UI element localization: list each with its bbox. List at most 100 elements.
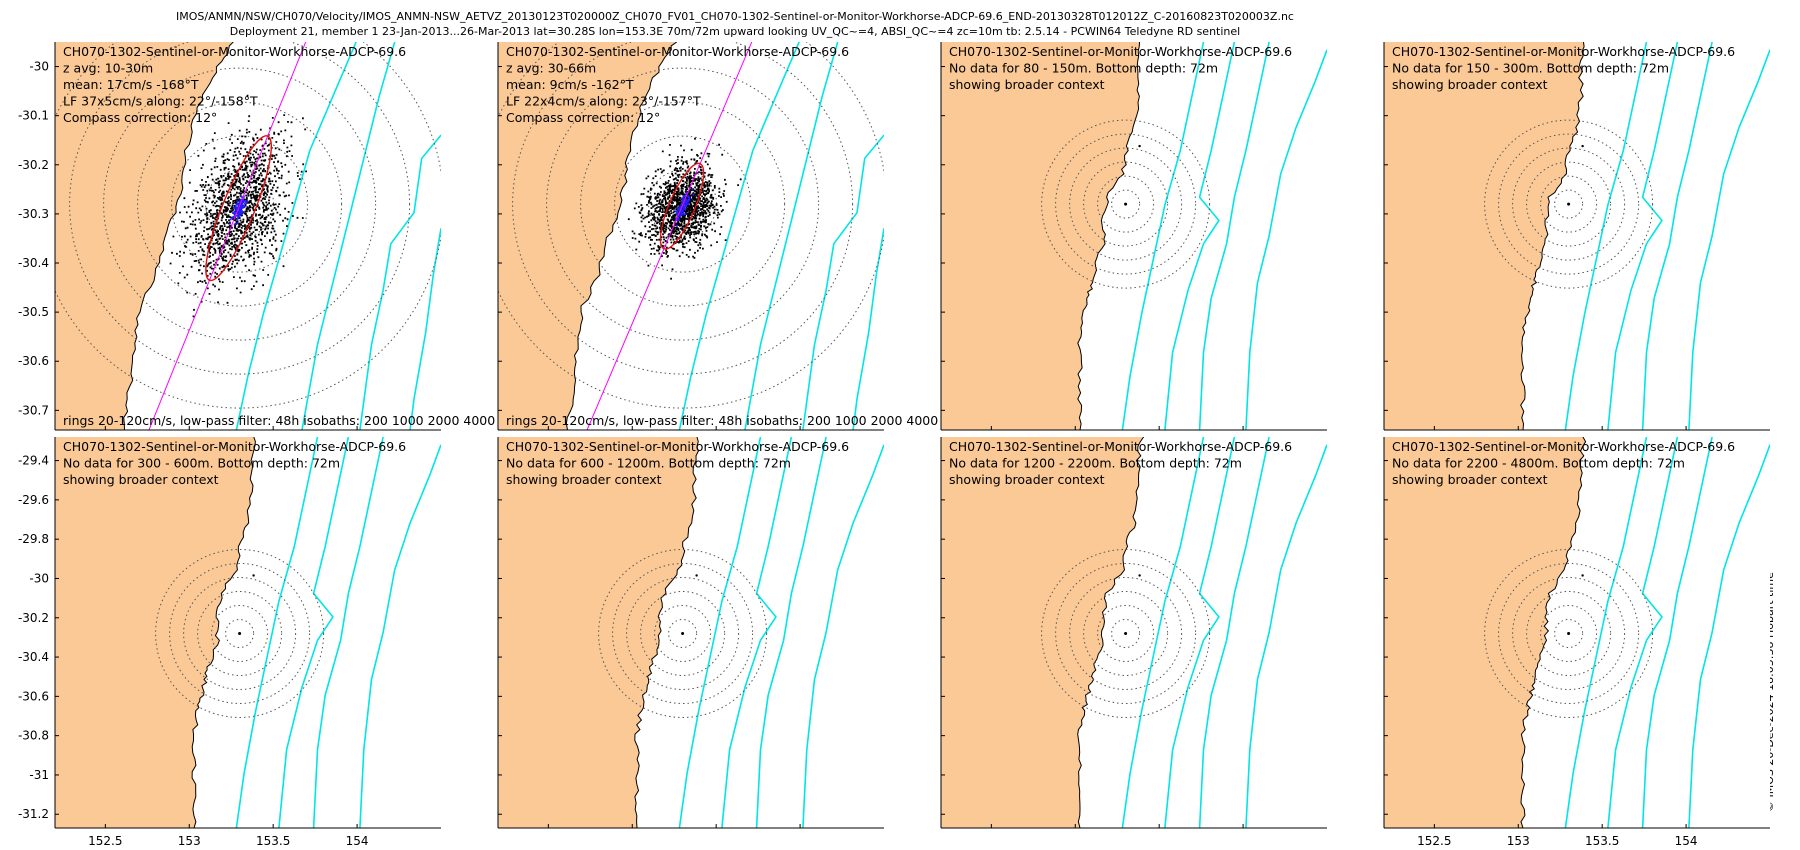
y-tick-label: -30 bbox=[29, 571, 49, 585]
land-area bbox=[941, 437, 1144, 828]
map-panel-2: CH070-1302-Sentinel-or-Monitor-Workhorse… bbox=[497, 42, 938, 431]
speed-ring bbox=[668, 618, 698, 648]
isobath-line bbox=[301, 42, 396, 430]
isobath-line bbox=[802, 444, 884, 828]
speed-ring bbox=[614, 135, 752, 273]
data-dot bbox=[695, 574, 698, 577]
isobath-line bbox=[1564, 437, 1648, 828]
speed-ring bbox=[626, 576, 740, 690]
map-panel-8: 152.5 153 153.5 154 CH070-1302-Sentinel-or-M… bbox=[1383, 437, 1770, 848]
speed-ring bbox=[1097, 604, 1155, 662]
y-tick-label: -30.2 bbox=[18, 158, 49, 172]
panel-annotation-line: mean: 17cm/s -168°T bbox=[63, 77, 199, 92]
variance-ellipse bbox=[659, 162, 705, 250]
isobath-line bbox=[1164, 437, 1236, 828]
coastline bbox=[1520, 437, 1587, 828]
y-tick-label: -30.5 bbox=[18, 305, 49, 319]
speed-ring bbox=[55, 42, 441, 409]
panel-annotation-line: showing broader context bbox=[506, 472, 662, 487]
y-tick-label: -30.6 bbox=[18, 689, 49, 703]
speed-ring bbox=[612, 562, 754, 704]
isobath-line bbox=[359, 444, 441, 828]
speed-ring bbox=[580, 101, 786, 307]
isobath-line bbox=[235, 437, 319, 828]
land-area bbox=[498, 437, 699, 828]
isobath-line bbox=[802, 134, 884, 430]
isobath-line bbox=[1564, 42, 1648, 430]
panel-annotation-line: No data for 2200 - 4800m. Bottom depth: … bbox=[1392, 456, 1685, 471]
x-tick-label: 152.5 bbox=[88, 834, 122, 848]
speed-ring bbox=[1554, 618, 1584, 648]
speed-ring bbox=[69, 42, 411, 375]
mooring-dot bbox=[1567, 202, 1571, 206]
panel-annotation-line: showing broader context bbox=[1392, 77, 1548, 92]
panel-annotation-line: mean: 9cm/s -162°T bbox=[506, 77, 634, 92]
speed-ring bbox=[1069, 576, 1183, 690]
isobath-line bbox=[1688, 444, 1770, 828]
map-panel-3: CH070-1302-Sentinel-or-Monitor-Workhorse… bbox=[940, 42, 1327, 431]
velocity-scatter bbox=[169, 94, 307, 318]
land-area bbox=[55, 42, 234, 430]
figure-title-line-1: IMOS/ANMN/NSW/CH070/Velocity/IMOS_ANMN-N… bbox=[176, 10, 1294, 23]
isobath-line bbox=[678, 437, 762, 828]
speed-ring bbox=[1498, 133, 1640, 275]
panel-annotation-line: Compass correction: 12° bbox=[506, 110, 660, 125]
speed-ring bbox=[640, 590, 726, 676]
mooring-dot bbox=[681, 631, 685, 635]
isobath-line bbox=[1198, 437, 1270, 828]
y-tick-label: -30.7 bbox=[18, 403, 49, 417]
speed-ring bbox=[598, 548, 768, 718]
x-tick-label: 153.5 bbox=[1585, 834, 1619, 848]
data-dot bbox=[1581, 574, 1584, 577]
panel-annotation-line: CH070-1302-Sentinel-or-Monitor-Workhorse… bbox=[949, 439, 1292, 454]
y-tick-label: -30.8 bbox=[18, 729, 49, 743]
speed-ring bbox=[1526, 161, 1612, 247]
speed-ring bbox=[1540, 175, 1598, 233]
isobath-line bbox=[1245, 49, 1327, 430]
speed-ring bbox=[1554, 189, 1584, 219]
x-tick-label: 154 bbox=[1675, 834, 1698, 848]
speed-ring bbox=[197, 590, 283, 676]
y-tick-label: -29.6 bbox=[18, 493, 49, 507]
land-area bbox=[1384, 437, 1586, 828]
panel-annotation-line: CH070-1302-Sentinel-or-Monitor-Workhorse… bbox=[949, 44, 1292, 59]
isobath-line bbox=[744, 42, 839, 430]
y-tick-label: -30.3 bbox=[18, 207, 49, 221]
speed-ring bbox=[1512, 147, 1626, 261]
data-dot bbox=[252, 574, 255, 577]
speed-ring bbox=[1484, 548, 1654, 718]
isobath-line bbox=[1164, 42, 1236, 430]
panel-annotation-line: showing broader context bbox=[63, 472, 219, 487]
coastline bbox=[634, 437, 699, 828]
isobath-line bbox=[755, 437, 827, 828]
coastline bbox=[123, 42, 234, 430]
panel-annotation-line: CH070-1302-Sentinel-or-Monitor-Workhorse… bbox=[506, 44, 849, 59]
isobath-line bbox=[1607, 437, 1679, 828]
speed-ring bbox=[512, 42, 854, 375]
isobath-line bbox=[1245, 444, 1327, 828]
low-pass-mean-cluster bbox=[229, 195, 248, 226]
speed-ring bbox=[1069, 147, 1183, 261]
speed-ring bbox=[171, 135, 309, 273]
mooring-dot bbox=[1567, 631, 1571, 635]
mooring-dot bbox=[1124, 202, 1128, 206]
y-tick-label: -30.4 bbox=[18, 256, 49, 270]
panel-annotation-line: CH070-1302-Sentinel-or-Monitor-Workhorse… bbox=[1392, 44, 1735, 59]
x-tick-label: 153 bbox=[178, 834, 201, 848]
y-tick-label: -30.4 bbox=[18, 650, 49, 664]
y-tick-label: -30.1 bbox=[18, 109, 49, 123]
y-tick-label: -29.4 bbox=[18, 454, 49, 468]
coastline bbox=[1077, 42, 1141, 430]
x-tick-label: 153 bbox=[1507, 834, 1530, 848]
speed-ring bbox=[1055, 133, 1197, 275]
speed-ring bbox=[654, 604, 712, 662]
principal-axis-line bbox=[586, 42, 753, 430]
isobath-line bbox=[852, 228, 884, 430]
x-tick-label: 154 bbox=[346, 834, 369, 848]
coastline bbox=[191, 437, 256, 828]
speed-ring bbox=[225, 618, 255, 648]
speed-ring bbox=[1111, 618, 1141, 648]
speed-ring bbox=[1083, 590, 1169, 676]
speed-ring bbox=[1512, 576, 1626, 690]
